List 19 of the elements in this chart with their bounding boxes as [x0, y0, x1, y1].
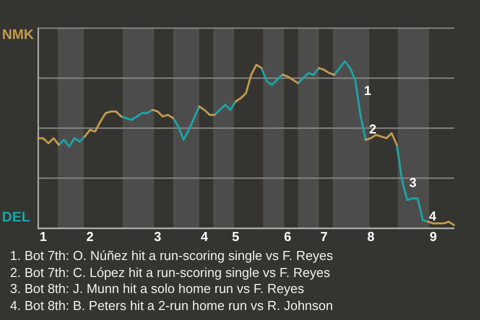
text: DEL: [2, 208, 30, 224]
x-tick-label: 4: [200, 228, 209, 244]
text: 2. Bot 7th: C. López hit a run-scoring single vs F. Reyes: [10, 264, 332, 282]
x-tick-label: 1: [40, 228, 47, 244]
text: 4. Bot 8th: B. Peters hit a 2-run home run vs R. Johnson: [10, 298, 334, 314]
text: 3. Bot 8th: J. Munn hit a solo home run vs F. Reyes: [10, 281, 306, 298]
x-tick-label: 3: [154, 228, 162, 244]
x-tick-label: 7: [320, 228, 328, 244]
text: NMK: [2, 26, 34, 42]
x-tick-label: 2: [86, 228, 94, 244]
annotation: 2: [369, 121, 376, 136]
annotation: 4: [428, 208, 437, 224]
x-tick-label: 8: [367, 228, 374, 244]
text: 1. Bot 7th: O. Núñez hit a run-scoring single vs F. Reyes: [10, 248, 334, 265]
x-tick-label: 5: [232, 228, 240, 244]
x-tick-label: 9: [430, 228, 437, 244]
annotation: 1: [364, 83, 372, 98]
x-tick-label: 6: [284, 228, 292, 244]
annotation: 3: [409, 174, 416, 190]
